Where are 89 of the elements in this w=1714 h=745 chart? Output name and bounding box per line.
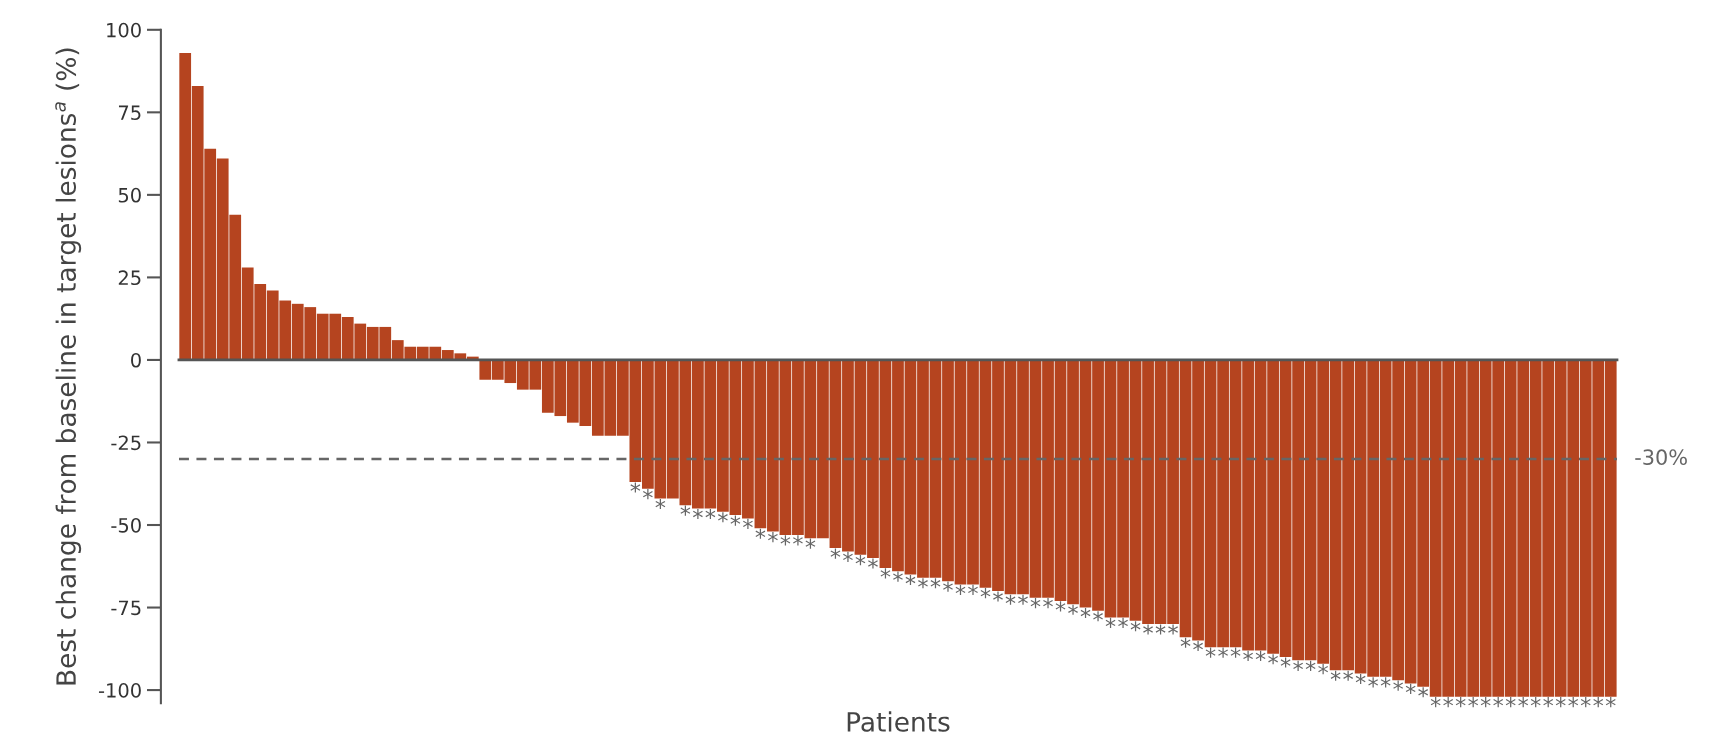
data-label: *	[1080, 607, 1091, 619]
data-label: *	[642, 489, 653, 500]
data-label: *	[1543, 697, 1554, 708]
data-label: *	[730, 515, 741, 526]
data-label: *	[955, 584, 966, 595]
data-label: *	[1418, 687, 1429, 698]
data-label: *	[1505, 697, 1516, 708]
y-tick-label: -75	[111, 600, 141, 616]
data-label: *	[1530, 697, 1541, 708]
data-label: *	[1568, 697, 1579, 708]
data-label: *	[1130, 621, 1141, 632]
data-label: *	[718, 512, 728, 523]
y-axis-title: Best change from baseline in target lesions$^{a}$ (%)	[55, 48, 82, 685]
data-label: *	[1355, 673, 1366, 685]
data-label: *	[1118, 617, 1128, 628]
data-label: *	[1043, 598, 1053, 609]
data-label: *	[1280, 657, 1291, 668]
y-tick-label: 75	[118, 105, 141, 120]
data-label: *	[693, 508, 703, 520]
data-label: *	[1180, 637, 1191, 648]
data-label: *	[1455, 697, 1466, 708]
data-label: *	[680, 505, 691, 516]
data-label: *	[1405, 683, 1416, 694]
y-tick-label: -25	[111, 435, 141, 451]
data-label: *	[1193, 640, 1203, 652]
data-label: *	[905, 574, 916, 586]
data-label: *	[655, 498, 666, 510]
data-label: *	[1393, 680, 1404, 691]
data-label: *	[1030, 598, 1041, 609]
data-label: *	[1343, 670, 1354, 681]
data-label: *	[1055, 601, 1066, 612]
y-tick-label: 0	[131, 352, 141, 368]
data-label: *	[968, 584, 978, 595]
data-label: *	[918, 578, 928, 589]
data-label: *	[1255, 650, 1266, 661]
data-label: *	[743, 518, 753, 529]
data-label: *	[805, 538, 816, 549]
data-label: *	[1155, 624, 1166, 635]
data-label: *	[830, 548, 841, 559]
data-label: *	[893, 571, 903, 582]
data-label: *	[1380, 677, 1391, 688]
data-label: *	[1243, 650, 1253, 661]
y-tick-label: 25	[118, 270, 141, 286]
data-label: *	[1593, 697, 1604, 708]
data-label: *	[1318, 664, 1329, 675]
data-label: *	[855, 555, 866, 566]
data-label: *	[1368, 677, 1379, 688]
data-label: *	[1268, 654, 1278, 665]
data-label: *	[993, 591, 1003, 602]
data-label: *	[880, 568, 891, 579]
data-label: *	[943, 581, 953, 592]
data-label: *	[705, 508, 716, 520]
data-label: *	[1168, 624, 1178, 635]
data-label: *	[1293, 660, 1304, 671]
data-label: *	[1555, 697, 1566, 708]
ref-line-label: -30%	[1635, 449, 1687, 466]
data-label: *	[1105, 617, 1116, 628]
data-label: *	[1518, 697, 1529, 708]
data-label: *	[930, 578, 941, 589]
y-tick-label: -50	[111, 517, 141, 533]
data-label: *	[868, 558, 878, 569]
data-label: *	[630, 482, 641, 493]
data-label: *	[1580, 697, 1591, 708]
y-tick-label: 100	[107, 22, 141, 38]
x-axis-title: Patients	[847, 711, 950, 732]
data-label: *	[1305, 660, 1316, 671]
data-label: *	[1068, 604, 1078, 615]
data-label: *	[755, 528, 766, 539]
y-tick-label: -100	[98, 683, 141, 698]
data-label: *	[1093, 611, 1103, 622]
data-label: *	[1493, 697, 1504, 708]
data-label: *	[843, 551, 853, 562]
data-label: *	[1480, 697, 1491, 708]
data-label: *	[1468, 697, 1479, 708]
data-label: *	[1205, 647, 1216, 658]
data-label: *	[1143, 624, 1153, 635]
data-label: *	[780, 535, 791, 546]
data-label: *	[1005, 594, 1016, 605]
data-label: *	[1443, 697, 1454, 708]
data-label: *	[1605, 697, 1616, 708]
data-label: *	[793, 535, 803, 546]
data-label: *	[980, 588, 991, 599]
data-label: *	[1430, 697, 1441, 708]
y-tick-label: 50	[118, 187, 141, 203]
data-label: *	[768, 532, 778, 543]
data-label: *	[1218, 647, 1228, 658]
data-label: *	[1018, 594, 1028, 605]
data-label: *	[1330, 670, 1341, 681]
data-label: *	[1230, 647, 1241, 658]
